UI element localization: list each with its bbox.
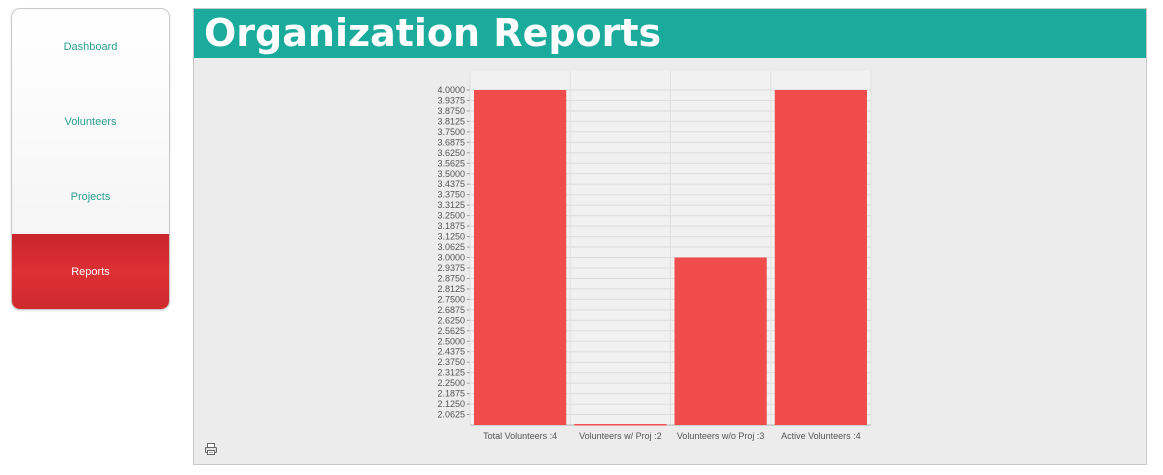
y-tick-label: 2.0625 [437, 410, 465, 420]
y-tick-label: 3.6250 [437, 148, 465, 158]
x-tick-label: Total Volunteers :4 [483, 431, 557, 441]
nav-item-reports[interactable]: Reports [12, 234, 169, 309]
y-tick-label: 3.7500 [437, 127, 465, 137]
bar [474, 90, 567, 425]
y-tick-label: 2.2500 [437, 378, 465, 388]
y-tick-label: 3.8125 [437, 116, 465, 126]
y-tick-label: 3.9375 [437, 95, 465, 105]
y-tick-label: 3.3750 [437, 190, 465, 200]
bar [674, 257, 767, 425]
y-tick-label: 2.6875 [437, 305, 465, 315]
y-tick-label: 2.9375 [437, 263, 465, 273]
y-tick-label: 2.5625 [437, 326, 465, 336]
y-tick-label: 3.5625 [437, 158, 465, 168]
x-tick-label: Volunteers w/ Proj :2 [579, 431, 662, 441]
y-tick-label: 2.4375 [437, 347, 465, 357]
y-tick-label: 3.8750 [437, 106, 465, 116]
nav-item-dashboard[interactable]: Dashboard [12, 9, 169, 84]
nav-item-label: Dashboard [63, 40, 118, 53]
y-tick-label: 3.1250 [437, 232, 465, 242]
y-tick-label: 3.1875 [437, 221, 465, 231]
y-tick-label: 3.4375 [437, 179, 465, 189]
sidebar-nav: Dashboard Volunteers Projects Reports [11, 8, 170, 310]
y-tick-label: 3.6875 [437, 137, 465, 147]
y-tick-label: 2.6250 [437, 315, 465, 325]
x-tick-label: Active Volunteers :4 [781, 431, 861, 441]
printer-icon[interactable] [204, 442, 218, 456]
y-tick-label: 2.3125 [437, 368, 465, 378]
x-tick-label: Volunteers w/o Proj :3 [677, 431, 765, 441]
y-tick-label: 2.1250 [437, 399, 465, 409]
page-header: Organization Reports [194, 9, 1146, 58]
y-tick-label: 3.0000 [437, 253, 465, 263]
y-tick-label: 4.0000 [437, 85, 465, 95]
nav-item-volunteers[interactable]: Volunteers [12, 84, 169, 159]
y-tick-label: 2.3750 [437, 357, 465, 367]
y-tick-label: 3.0625 [437, 242, 465, 252]
y-tick-label: 3.3125 [437, 200, 465, 210]
y-tick-label: 2.8750 [437, 273, 465, 283]
page-title: Organization Reports [204, 11, 662, 55]
bar [774, 90, 867, 425]
y-tick-label: 2.7500 [437, 294, 465, 304]
nav-item-label: Volunteers [64, 115, 117, 128]
reports-panel: Organization Reports 2.0625 2.1250 2.1875 2… [193, 8, 1147, 465]
bar-chart: 2.06252.12502.18752.25002.31252.37502.43… [437, 71, 872, 441]
y-tick-label: 2.1875 [437, 389, 465, 399]
bar [574, 424, 667, 426]
nav-item-projects[interactable]: Projects [12, 159, 169, 234]
y-tick-label: 3.5000 [437, 169, 465, 179]
y-tick-label: 2.5000 [437, 336, 465, 346]
y-tick-label: 2.8125 [437, 284, 465, 294]
nav-item-label: Projects [70, 190, 111, 203]
nav-item-label: Reports [71, 265, 110, 278]
y-tick-label: 3.2500 [437, 211, 465, 221]
